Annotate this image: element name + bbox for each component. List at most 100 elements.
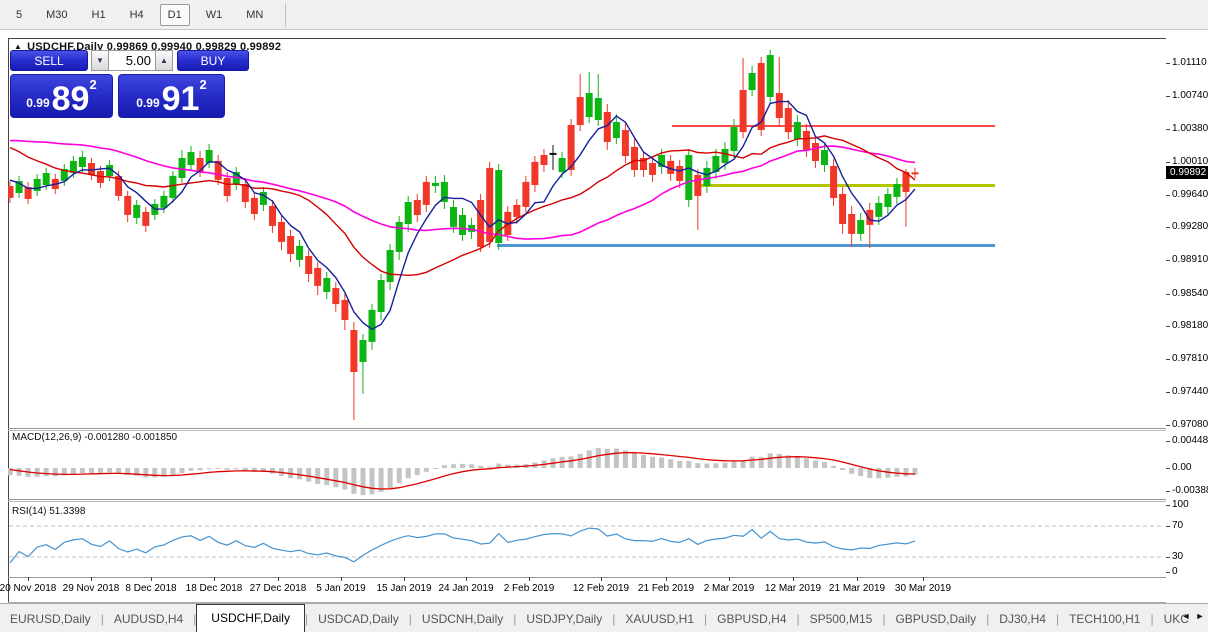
macd-tick: -0.003883 bbox=[1172, 485, 1208, 497]
tab-gbpusd-daily[interactable]: GBPUSD,Daily bbox=[895, 612, 977, 626]
main-chart-canvas[interactable] bbox=[8, 38, 1166, 603]
tab-usdchf-daily[interactable]: USDCHF,Daily bbox=[196, 604, 305, 632]
timeframe-toolbar: 5 M30 H1 H4 D1 W1 MN bbox=[0, 0, 1208, 30]
macd-tick-dash bbox=[1166, 441, 1170, 443]
volume-increase-button[interactable]: ▲ bbox=[156, 50, 173, 71]
volume-input[interactable]: 5.00 bbox=[108, 50, 156, 71]
timeframe-button-MN[interactable]: MN bbox=[246, 8, 264, 21]
date-label: 21 Feb 2019 bbox=[637, 583, 695, 594]
volume-decrease-button[interactable]: ▼ bbox=[91, 50, 108, 71]
price-tick-dash bbox=[1166, 392, 1170, 394]
price-tick-dash bbox=[1166, 194, 1170, 196]
bid-price-button[interactable]: 0.99 89 2 bbox=[10, 74, 113, 118]
rsi-tick: 30 bbox=[1172, 551, 1184, 562]
tab-ukc[interactable]: UKC bbox=[1163, 612, 1189, 626]
tab-tech100-h1[interactable]: TECH100,H1 bbox=[1069, 612, 1141, 626]
price-tick: 1.00010 bbox=[1172, 155, 1208, 167]
bid-prefix: 0.99 bbox=[26, 96, 50, 110]
rsi-tick: 70 bbox=[1172, 520, 1184, 531]
timeframe-button-H1[interactable]: H1 bbox=[91, 8, 106, 21]
date-tick bbox=[793, 577, 794, 581]
date-tick bbox=[91, 577, 92, 581]
tab-eurusd-daily[interactable]: EURUSD,Daily bbox=[10, 612, 91, 626]
ask-pip-digit: 2 bbox=[199, 77, 207, 92]
tab-sp500-m15[interactable]: SP500,M15 bbox=[809, 612, 873, 626]
sell-button[interactable]: SELL bbox=[10, 50, 88, 71]
ma-medium-line bbox=[9, 135, 916, 277]
price-tick: 0.99640 bbox=[1172, 188, 1208, 200]
price-tick: 0.97080 bbox=[1172, 418, 1208, 430]
date-tick bbox=[923, 577, 924, 581]
macd-histogram bbox=[8, 448, 918, 496]
price-tick: 0.98910 bbox=[1172, 254, 1208, 266]
bid-pip-digit: 2 bbox=[89, 77, 97, 92]
spin-up-icon: ▲ bbox=[160, 56, 168, 65]
price-tick-dash bbox=[1166, 359, 1170, 361]
collapse-panel-icon[interactable]: ▲ bbox=[14, 42, 23, 51]
ask-price-button[interactable]: 0.99 91 2 bbox=[118, 74, 225, 118]
tab-audusd-h4[interactable]: AUDUSD,H4 bbox=[113, 612, 184, 626]
date-tick bbox=[278, 577, 279, 581]
tab-xauusd-h1[interactable]: XAUUSD,H1 bbox=[625, 612, 695, 626]
buy-button[interactable]: BUY bbox=[177, 50, 249, 71]
ask-prefix: 0.99 bbox=[136, 96, 160, 110]
macd-tick-dash bbox=[1166, 491, 1170, 493]
date-label: 2 Feb 2019 bbox=[503, 583, 555, 594]
chart-frame bbox=[8, 38, 1166, 603]
rsi-line bbox=[9, 527, 916, 564]
date-tick bbox=[28, 577, 29, 581]
one-click-trade-panel: SELL ▼ 5.00 ▲ BUY 0.99 89 2 0.99 91 2 bbox=[10, 50, 250, 118]
price-tick-dash bbox=[1166, 63, 1170, 64]
date-label: 24 Jan 2019 bbox=[438, 583, 494, 594]
timeframe-button-M30[interactable]: M30 bbox=[46, 8, 68, 21]
tab-separator: | bbox=[882, 612, 886, 626]
rsi-tick-dash bbox=[1166, 572, 1170, 573]
date-label: 29 Nov 2018 bbox=[62, 583, 120, 594]
tab-separator: | bbox=[986, 612, 990, 626]
macd-signal-line bbox=[9, 451, 916, 490]
date-tick bbox=[151, 577, 152, 581]
tab-separator: | bbox=[612, 612, 616, 626]
date-label: 12 Mar 2019 bbox=[764, 583, 822, 594]
price-tick-dash bbox=[1166, 293, 1170, 295]
price-tick-dash bbox=[1166, 326, 1170, 328]
date-tick bbox=[666, 577, 667, 581]
rsi-tick: 100 bbox=[1172, 499, 1189, 510]
price-tick: 0.98540 bbox=[1172, 287, 1208, 299]
rsi-tick-dash bbox=[1166, 557, 1170, 558]
tabs-scroll-left-icon[interactable]: ◄ bbox=[1181, 611, 1191, 621]
rsi-tick: 0 bbox=[1172, 566, 1178, 577]
date-tick bbox=[404, 577, 405, 581]
price-tick: 0.97440 bbox=[1172, 386, 1208, 398]
tab-usdjpy-daily[interactable]: USDJPY,Daily bbox=[526, 612, 603, 626]
toolbar-separator bbox=[285, 2, 287, 27]
price-tick: 1.01110 bbox=[1172, 57, 1207, 68]
tab-separator: | bbox=[1150, 612, 1154, 626]
date-label: 5 Jan 2019 bbox=[316, 583, 366, 594]
tab-separator: | bbox=[513, 612, 517, 626]
tab-dj30-h4[interactable]: DJ30,H4 bbox=[999, 612, 1046, 626]
bid-big-digits: 89 bbox=[51, 80, 90, 118]
price-axis[interactable]: 0.99892 1.01110 1.00740 1.00380 1.00010 0.99… bbox=[1166, 38, 1208, 603]
tab-separator: | bbox=[1055, 612, 1060, 626]
tab-separator: | bbox=[304, 612, 309, 626]
timeframe-button-H4[interactable]: H4 bbox=[129, 8, 144, 21]
tab-separator: | bbox=[796, 612, 800, 626]
date-label: 20 Nov 2018 bbox=[0, 583, 57, 594]
timeframe-button-D1[interactable]: D1 bbox=[159, 3, 190, 26]
date-label: 12 Feb 2019 bbox=[572, 583, 630, 594]
date-label: 8 Dec 2018 bbox=[125, 583, 177, 594]
timeframe-button-5[interactable]: 5 bbox=[16, 8, 23, 21]
tab-separator: | bbox=[100, 612, 104, 626]
tab-usdcad-daily[interactable]: USDCAD,Daily bbox=[318, 612, 399, 626]
tabs-scroll-right-icon[interactable]: ► bbox=[1195, 611, 1205, 621]
tab-gbpusd-h4[interactable]: GBPUSD,H4 bbox=[717, 612, 787, 626]
tab-separator: | bbox=[704, 612, 708, 626]
timeframe-button-W1[interactable]: W1 bbox=[205, 8, 223, 21]
tab-usdcnh-daily[interactable]: USDCNH,Daily bbox=[421, 612, 504, 626]
date-label: 30 Mar 2019 bbox=[894, 583, 952, 594]
date-label: 21 Mar 2019 bbox=[828, 583, 886, 594]
macd-label: MACD(12,26,9) -0.001280 -0.001850 bbox=[12, 432, 178, 443]
ask-big-digits: 91 bbox=[161, 80, 200, 118]
macd-tick: 0.004487 bbox=[1172, 435, 1208, 447]
